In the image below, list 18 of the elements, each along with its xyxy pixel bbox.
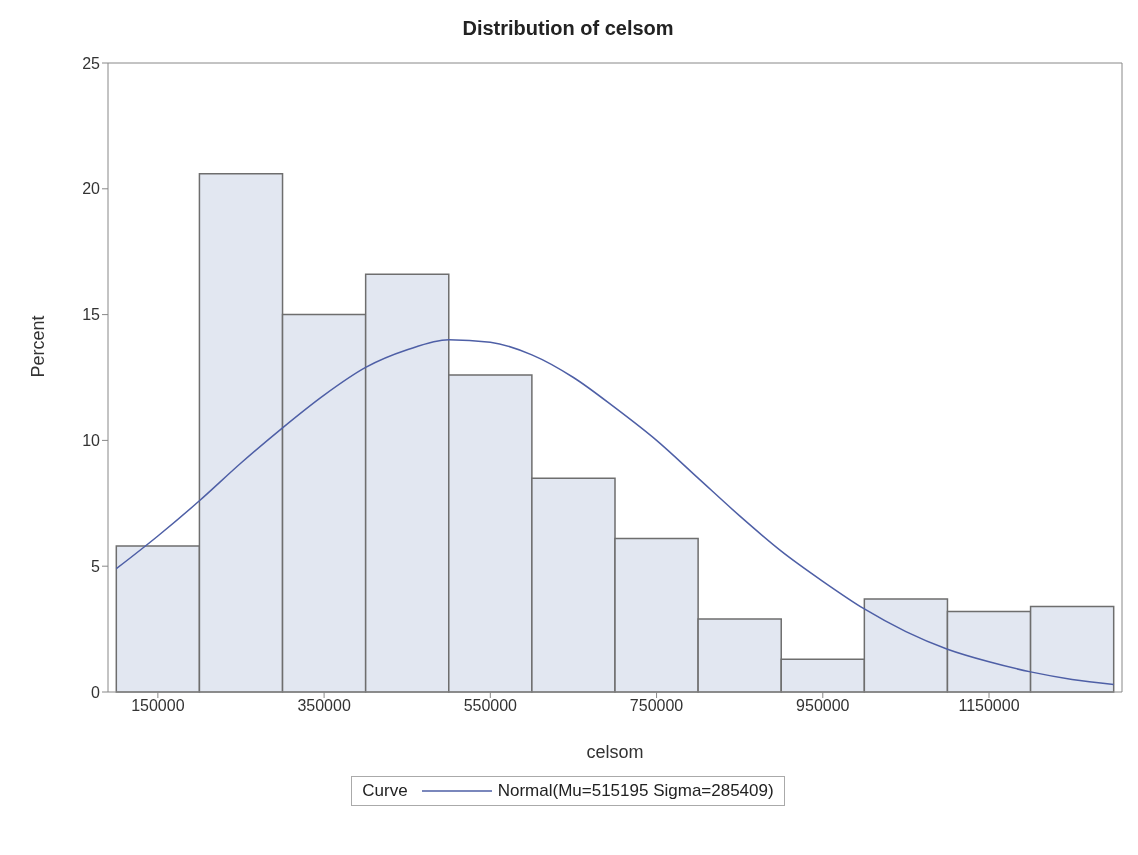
line-series bbox=[115, 339, 1115, 686]
x-tick-label: 750000 bbox=[629, 697, 684, 715]
y-axis-title: Percent bbox=[28, 315, 49, 378]
x-tick-label: 350000 bbox=[297, 697, 351, 715]
x-axis-title: celsom bbox=[586, 742, 644, 762]
y-tick-label: 0 bbox=[91, 683, 101, 701]
x-tick-label: 1150000 bbox=[958, 697, 1020, 715]
x-tick-label: 150000 bbox=[131, 697, 185, 715]
legend-label: Normal(Mu=515195 Sigma=285409) bbox=[497, 781, 774, 801]
chart-title: Distribution of celsom bbox=[461, 16, 675, 41]
x-tick-label: 950000 bbox=[796, 697, 850, 715]
legend-title: Curve bbox=[362, 781, 408, 801]
x-tick-label: 550000 bbox=[463, 697, 518, 715]
y-tick-label: 15 bbox=[82, 306, 101, 324]
y-tick-label: 5 bbox=[91, 557, 101, 575]
y-tick-label: 25 bbox=[82, 54, 101, 72]
y-tick-label: 10 bbox=[82, 432, 101, 450]
y-tick-label: 20 bbox=[82, 180, 101, 198]
